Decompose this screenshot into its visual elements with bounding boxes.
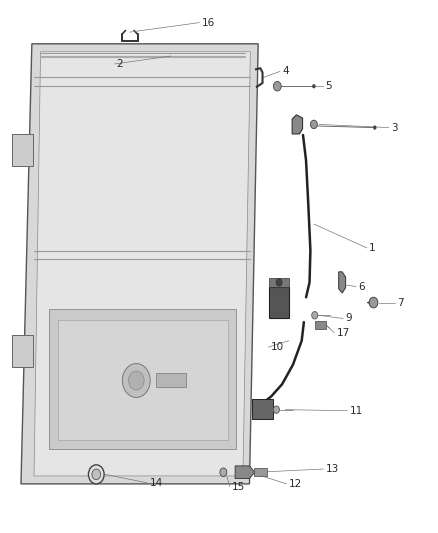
Text: 13: 13	[325, 464, 339, 474]
Text: 6: 6	[358, 281, 365, 292]
Text: 3: 3	[391, 123, 398, 133]
Text: 7: 7	[397, 297, 404, 308]
Text: 9: 9	[345, 313, 352, 324]
Text: 8: 8	[273, 297, 280, 308]
Polygon shape	[21, 44, 258, 484]
Text: 17: 17	[336, 328, 350, 338]
Bar	[12, 134, 33, 166]
Bar	[12, 335, 33, 367]
Circle shape	[373, 125, 377, 130]
Text: 11: 11	[350, 406, 363, 416]
Circle shape	[312, 312, 318, 319]
Bar	[254, 468, 267, 477]
Polygon shape	[34, 52, 251, 476]
Circle shape	[311, 120, 318, 128]
Text: 14: 14	[149, 478, 162, 488]
Circle shape	[92, 469, 101, 480]
Polygon shape	[235, 466, 254, 479]
Circle shape	[128, 371, 144, 390]
Text: 10: 10	[270, 342, 283, 352]
Text: 4: 4	[282, 67, 289, 76]
Text: 15: 15	[232, 481, 245, 491]
Bar	[315, 320, 325, 329]
Bar	[269, 278, 289, 287]
Text: 5: 5	[325, 81, 332, 91]
Circle shape	[220, 468, 227, 477]
Circle shape	[312, 84, 316, 88]
Bar	[269, 287, 289, 318]
Text: 1: 1	[369, 243, 376, 253]
Polygon shape	[49, 309, 237, 449]
Circle shape	[122, 364, 150, 398]
Circle shape	[88, 465, 104, 484]
Polygon shape	[58, 319, 228, 440]
Bar	[156, 373, 186, 387]
Text: 2: 2	[117, 59, 124, 69]
Text: 16: 16	[201, 18, 215, 28]
Circle shape	[369, 297, 378, 308]
Circle shape	[276, 279, 282, 286]
Bar	[252, 399, 273, 419]
Text: 12: 12	[289, 479, 302, 489]
Circle shape	[273, 82, 281, 91]
Polygon shape	[292, 115, 303, 134]
Polygon shape	[339, 272, 346, 293]
Circle shape	[273, 406, 279, 414]
